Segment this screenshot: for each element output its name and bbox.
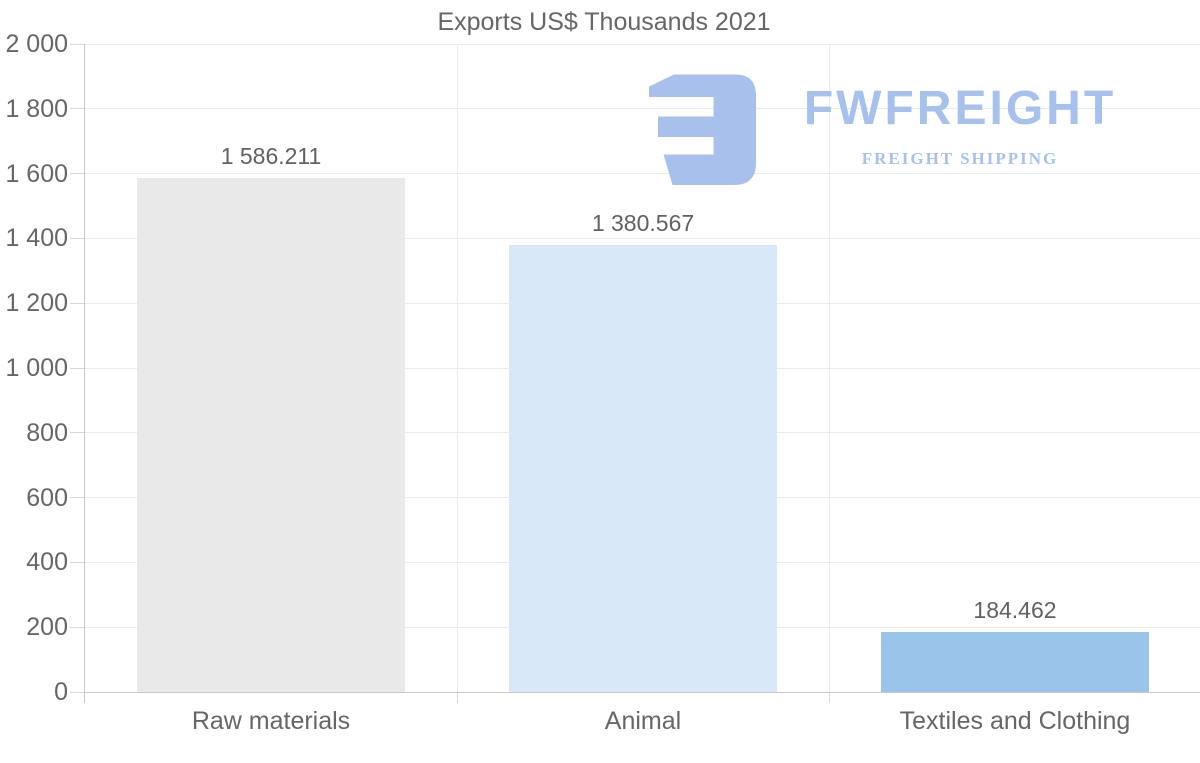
y-tick xyxy=(70,432,85,434)
x-axis-line xyxy=(84,691,1200,693)
y-axis-label: 1 600 xyxy=(5,159,68,188)
y-axis-label: 800 xyxy=(26,418,68,447)
bar-value-label: 1 586.211 xyxy=(220,143,322,169)
y-tick xyxy=(70,108,85,110)
y-axis-label: 2 000 xyxy=(5,30,68,58)
bar-value-label: 184.462 xyxy=(973,597,1057,623)
watermark-wordmark: FWFREIGHT xyxy=(803,82,1117,135)
y-axis-label: 1 000 xyxy=(5,354,68,382)
y-axis-label: 1 400 xyxy=(5,224,68,253)
category-label: Animal xyxy=(604,707,682,735)
y-axis-label: 600 xyxy=(26,483,68,512)
y-gridline xyxy=(85,43,1200,45)
y-axis-label: 0 xyxy=(54,678,68,706)
category-label: Textiles and Clothing xyxy=(899,707,1131,735)
y-tick xyxy=(70,237,85,239)
x-tick xyxy=(456,692,458,703)
watermark-logo: FWFREIGHT FREIGHT SHIPPING xyxy=(648,73,1150,185)
bar-value-label: 1 380.567 xyxy=(591,210,695,236)
y-axis-label: 1 200 xyxy=(5,289,68,318)
y-gridline xyxy=(85,173,1200,175)
fwfreight-logo-icon xyxy=(649,74,756,185)
y-tick xyxy=(70,302,85,304)
y-gridline xyxy=(85,108,1200,110)
category-label: Raw materials xyxy=(191,707,351,735)
y-tick xyxy=(70,626,85,628)
y-axis-line xyxy=(84,44,85,703)
y-tick xyxy=(70,691,85,693)
y-axis-label: 1 800 xyxy=(5,94,68,123)
bar xyxy=(137,178,405,692)
y-tick xyxy=(70,497,85,499)
x-gridline xyxy=(828,44,830,692)
chart-title: Exports US$ Thousands 2021 xyxy=(437,8,771,36)
y-gridline xyxy=(85,237,1200,239)
x-gridline xyxy=(456,44,458,692)
y-tick xyxy=(70,367,85,369)
watermark-tagline: FREIGHT SHIPPING xyxy=(861,149,1059,168)
x-tick xyxy=(828,692,830,703)
y-axis-label: 400 xyxy=(26,548,68,577)
y-tick xyxy=(70,561,85,563)
y-tick xyxy=(70,43,85,45)
y-axis-label: 200 xyxy=(26,613,68,642)
bar xyxy=(509,245,777,692)
bar xyxy=(881,632,1149,692)
y-tick xyxy=(70,173,85,175)
